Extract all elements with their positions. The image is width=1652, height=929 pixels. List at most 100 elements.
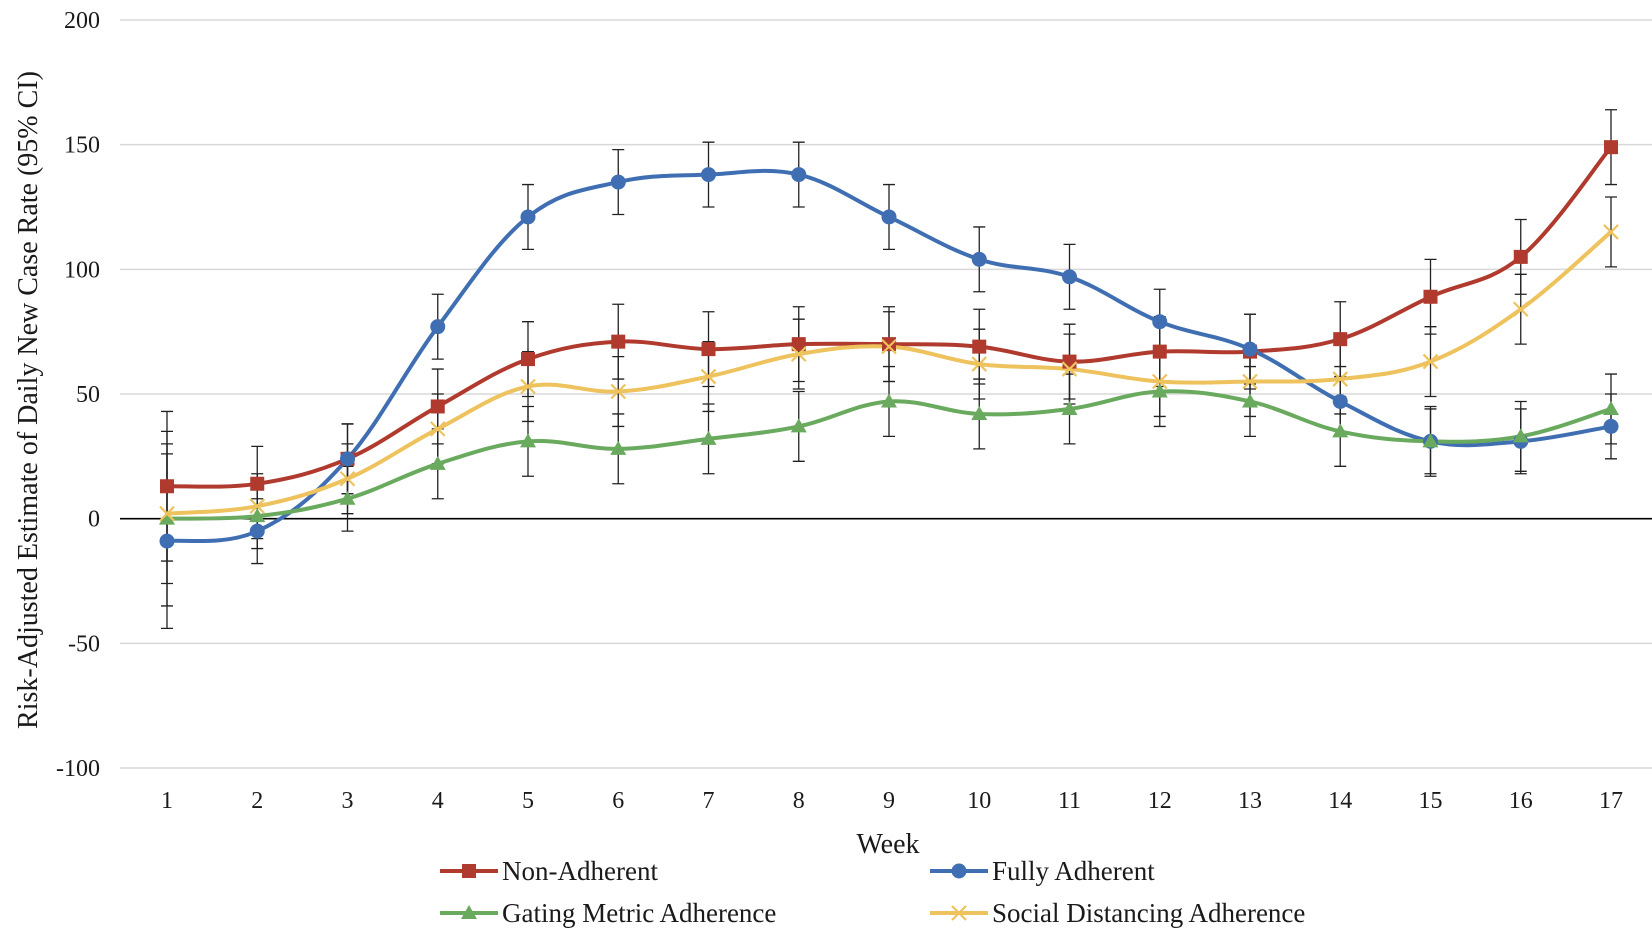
- data-point: [1333, 332, 1348, 347]
- data-point: [520, 209, 536, 225]
- data-point: [972, 339, 987, 354]
- y-tick-label: 50: [76, 382, 100, 408]
- data-point: [700, 430, 717, 445]
- legend-label: Fully Adherent: [992, 856, 1155, 886]
- data-point: [249, 523, 265, 539]
- data-point: [1604, 140, 1618, 155]
- data-point: [1151, 383, 1168, 398]
- y-tick-label: -100: [56, 756, 100, 782]
- legend-item: Gating Metric Adherence: [440, 898, 776, 928]
- x-axis-title: Week: [856, 829, 919, 860]
- data-point: [520, 378, 536, 395]
- data-point: [610, 440, 627, 455]
- data-point: [1423, 289, 1438, 304]
- data-point: [881, 338, 897, 355]
- x-tick-label: 10: [967, 788, 991, 814]
- legend-label: Non-Adherent: [502, 856, 658, 886]
- data-point: [971, 405, 988, 420]
- legend: Non-Adherent Fully Adherent Gating Metric …: [440, 856, 1305, 928]
- x-tick-label: 13: [1238, 788, 1262, 814]
- x-tick-label: 11: [1058, 788, 1081, 814]
- data-point: [791, 337, 806, 352]
- data-point: [1512, 301, 1529, 318]
- data-point: [250, 476, 265, 491]
- data-point: [159, 505, 175, 522]
- legend-swatch-marker: [951, 905, 967, 921]
- data-point: [1152, 314, 1168, 330]
- data-point: [1242, 341, 1258, 357]
- data-point: [1603, 400, 1619, 415]
- x-tick-label: 8: [793, 788, 805, 814]
- data-point: [1151, 373, 1168, 390]
- x-tick-label: 14: [1328, 788, 1352, 814]
- data-point: [429, 421, 446, 437]
- data-point: [790, 418, 807, 433]
- data-point: [791, 167, 807, 183]
- data-point: [1332, 423, 1349, 438]
- y-tick-label: 200: [64, 8, 100, 34]
- y-tick-label: 150: [64, 133, 100, 159]
- data-point: [1062, 354, 1077, 369]
- y-axis-title: Risk-Adjusted Estimate of Daily New Case…: [13, 71, 44, 729]
- data-point: [790, 346, 807, 362]
- data-point: [520, 433, 536, 448]
- data-point: [159, 510, 175, 525]
- data-point: [339, 490, 356, 505]
- legend-item: Non-Adherent: [440, 856, 658, 886]
- x-tick-label: 3: [342, 788, 354, 814]
- data-point: [700, 368, 717, 385]
- data-point: [611, 334, 626, 349]
- x-tick-label: 12: [1148, 788, 1172, 814]
- x-tick-label: 7: [703, 788, 715, 814]
- legend-swatch-marker: [951, 863, 967, 879]
- data-point: [430, 399, 445, 414]
- data-point: [1513, 249, 1528, 264]
- x-axis-ticks: 1 2 3 4 5 6 7 8 9 10 11 12 13 14 15 16 17: [161, 788, 1623, 814]
- data-point: [1422, 353, 1439, 370]
- y-axis-ticks: 200 150 100 50 0 -50 -100: [56, 8, 100, 782]
- data-point: [701, 342, 716, 357]
- x-tick-label: 1: [161, 788, 173, 814]
- y-tick-label: 100: [64, 257, 100, 283]
- data-point: [340, 451, 355, 467]
- data-point: [521, 352, 535, 367]
- data-point: [1061, 400, 1078, 415]
- data-point: [339, 470, 356, 487]
- data-point: [160, 479, 174, 494]
- data-point: [1062, 269, 1077, 285]
- data-point: [159, 533, 175, 549]
- x-tick-label: 4: [432, 788, 444, 814]
- data-point: [249, 508, 266, 523]
- x-tick-label: 9: [883, 788, 895, 814]
- x-tick-label: 6: [612, 788, 624, 814]
- data-point: [610, 383, 627, 400]
- legend-label: Social Distancing Adherence: [992, 898, 1305, 928]
- x-tick-label: 16: [1509, 788, 1533, 814]
- data-point: [1061, 361, 1078, 377]
- x-tick-label: 2: [251, 788, 263, 814]
- legend-label: Gating Metric Adherence: [502, 898, 776, 928]
- data-point: [971, 251, 987, 267]
- data-point: [701, 167, 716, 183]
- data-point: [1603, 224, 1619, 240]
- error-bars: [161, 109, 1617, 630]
- data-point: [1242, 373, 1258, 390]
- x-tick-label: 5: [522, 788, 534, 814]
- data-point: [882, 337, 896, 352]
- data-point: [881, 209, 897, 225]
- data-point: [1242, 393, 1258, 408]
- data-point: [1512, 428, 1529, 443]
- series-line-1: [165, 168, 1613, 544]
- gridlines: [120, 19, 1652, 769]
- data-point: [1603, 418, 1619, 434]
- y-tick-label: 0: [88, 507, 100, 533]
- series-markers: [159, 140, 1619, 549]
- data-point: [1422, 433, 1439, 448]
- data-point: [249, 498, 266, 514]
- data-point: [881, 393, 897, 408]
- legend-item: Fully Adherent: [930, 856, 1155, 886]
- y-tick-label: -50: [68, 631, 100, 657]
- data-point: [1332, 393, 1348, 409]
- data-point: [1332, 371, 1349, 387]
